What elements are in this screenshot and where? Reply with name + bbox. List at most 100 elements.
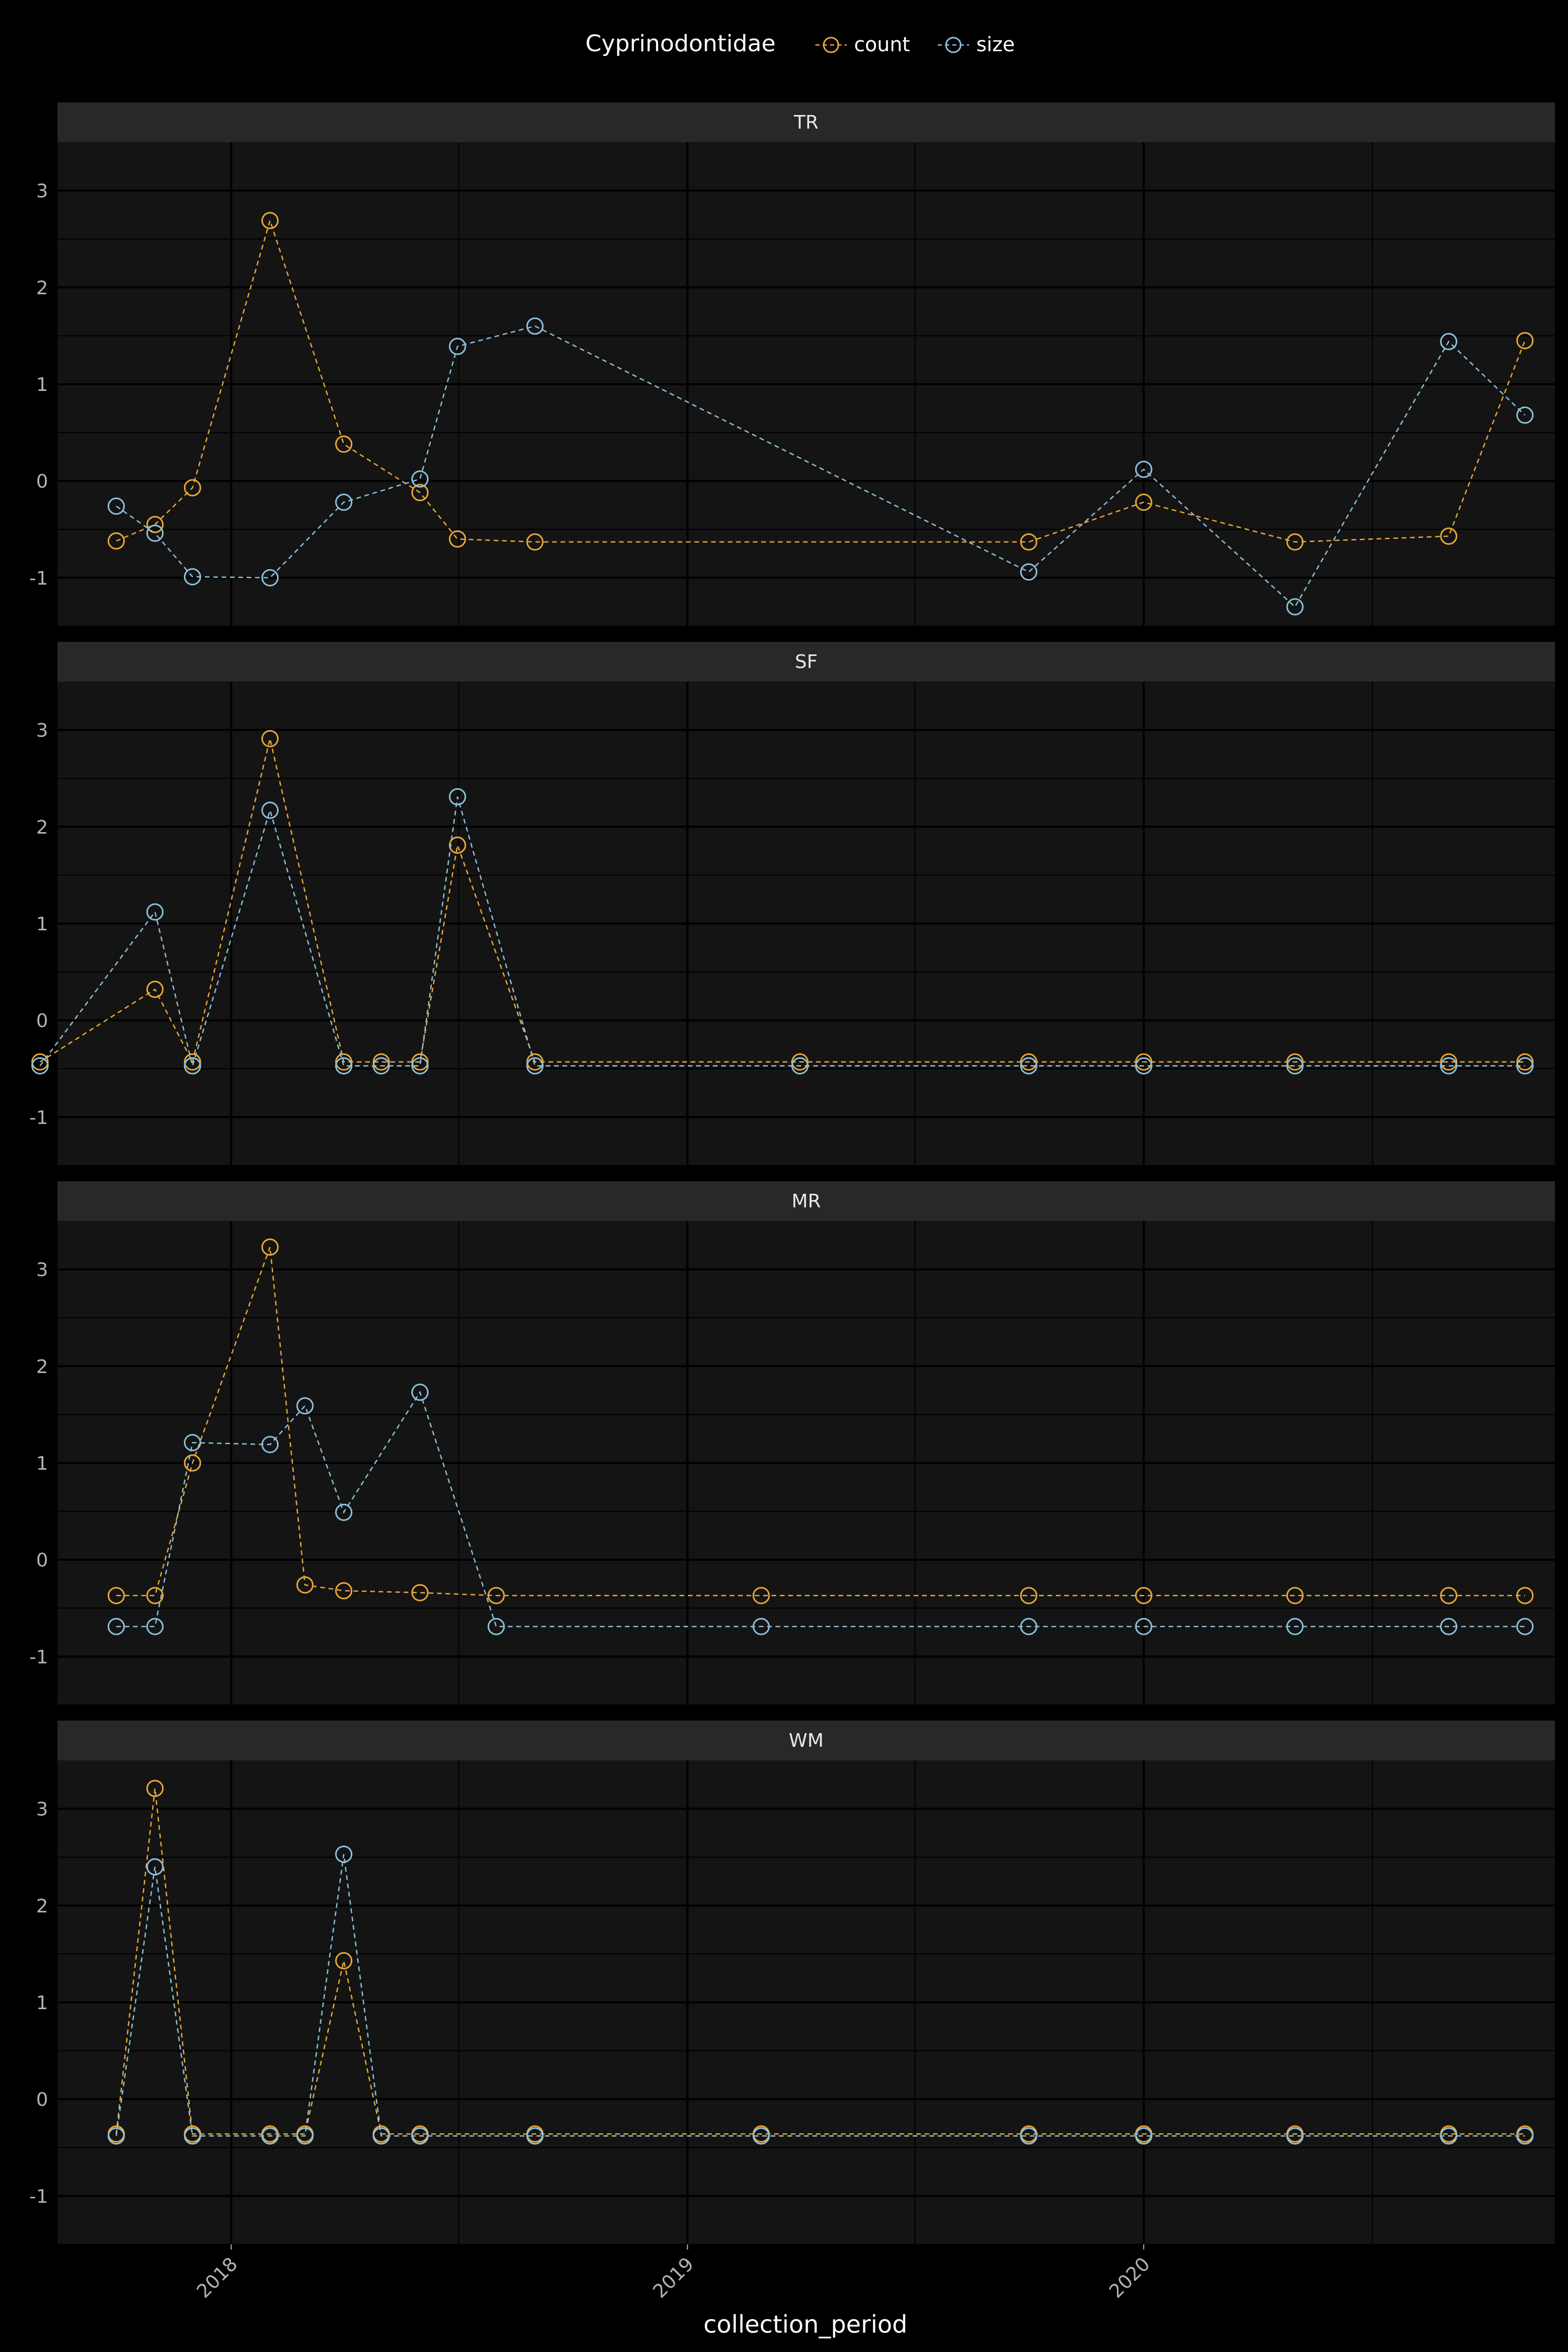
y-tick-label: -1 [29,2186,48,2207]
data-point-count [487,1587,505,1605]
series-size [107,1846,1534,2145]
data-point-size [372,1057,390,1075]
data-point-size [1020,2127,1037,2145]
y-tick-label: 0 [36,1550,48,1571]
data-point-count [1286,533,1304,551]
data-point-size [1286,1618,1304,1635]
facet-strip-label: SF [795,651,818,673]
y-axis: -1 0 1 2 3 [29,181,48,590]
data-point-count [183,1454,201,1472]
data-point-count [411,483,429,501]
y-tick-label: -1 [29,1107,48,1128]
data-point-count [183,479,201,497]
data-point-count [261,730,279,747]
y-tick-label: 0 [36,2089,48,2111]
x-axis-label: collection_period [704,2310,907,2338]
series-size [107,317,1534,616]
y-tick-label: 2 [36,1896,48,1917]
data-point-count [183,1053,201,1071]
y-tick-label: -1 [29,1646,48,1668]
series-count [107,1238,1534,1605]
panel-grid [2,682,1555,1166]
legend-item-count: count [815,33,910,56]
panel-grid [2,1221,1555,1705]
y-tick-label: 3 [36,181,48,202]
legend-label-size: size [976,33,1015,56]
data-point-size [335,1057,353,1075]
data-point-size [183,568,201,585]
data-point-size [791,1057,809,1075]
y-tick-label: 3 [36,720,48,742]
data-point-size [183,2127,201,2145]
data-point-count [1020,533,1037,551]
y-tick-label: 1 [36,1992,48,2014]
data-point-count [1020,1587,1037,1605]
data-point-count [335,1053,353,1071]
panel-grid [2,1760,1555,2245]
data-point-size [372,2127,390,2145]
series-size [31,788,1534,1075]
data-point-count [1516,1587,1534,1605]
data-point-count [261,212,279,229]
data-point-size [1286,1057,1304,1075]
data-point-size [448,788,466,805]
series-line-size [116,325,1526,608]
data-point-size [1516,406,1534,424]
data-point-size [261,2127,279,2145]
data-point-count [1020,1053,1037,1071]
y-tick-label: 1 [36,374,48,396]
data-point-size [526,317,544,335]
series-line-size [116,1390,1525,1628]
data-point-size [1286,2127,1304,2145]
data-point-size [1440,1618,1458,1635]
data-point-count [146,1780,164,1797]
data-point-size [146,524,164,542]
data-point-size [1516,1618,1534,1635]
legend-item-size: size [938,33,1015,56]
y-axis: -1 0 1 2 3 [29,1799,48,2208]
data-point-count [1135,493,1152,511]
y-tick-label: 0 [36,1010,48,1032]
data-point-count [1286,1587,1304,1605]
data-point-size [146,903,164,921]
facet-strip [57,642,1555,682]
data-point-size [296,2127,314,2145]
panel-grid [2,142,1555,627]
data-point-size [1516,2127,1534,2145]
data-point-size [31,1057,49,1075]
data-point-count [372,1053,390,1071]
facet-panel-mr: MR -1 0 1 2 3 [2,1181,1555,1705]
legend-label-count: count [854,33,910,56]
legend: Cyprinodontidae count size [585,30,1015,57]
series-line-size [116,1854,1525,2137]
data-point-size [752,1618,770,1635]
data-point-size [1440,333,1458,350]
data-point-count [1516,1053,1534,1071]
data-point-count [146,981,164,998]
y-tick-label: 2 [36,817,48,838]
series-count [107,212,1534,551]
data-point-size [1135,1057,1152,1075]
series-size [107,1383,1534,1635]
legend-title: Cyprinodontidae [585,30,776,57]
data-point-count [526,1053,544,1071]
data-point-count [1135,1587,1152,1605]
data-point-count [1286,1053,1304,1071]
data-point-size [146,1618,164,1635]
y-tick-label: 2 [36,1356,48,1378]
data-point-count [296,1576,314,1594]
data-point-count [752,1587,770,1605]
data-point-size [411,1383,429,1401]
data-point-size [1135,460,1152,478]
data-point-count [1440,1587,1458,1605]
data-point-size [146,1858,164,1876]
series-line-size [39,797,1525,1068]
data-point-size [487,1618,505,1635]
data-point-count [261,1238,279,1256]
data-point-size [448,338,466,355]
facet-strip-label: MR [791,1191,821,1212]
data-point-count [146,516,164,533]
data-point-size [1020,1618,1037,1635]
data-point-size [1135,1618,1152,1635]
